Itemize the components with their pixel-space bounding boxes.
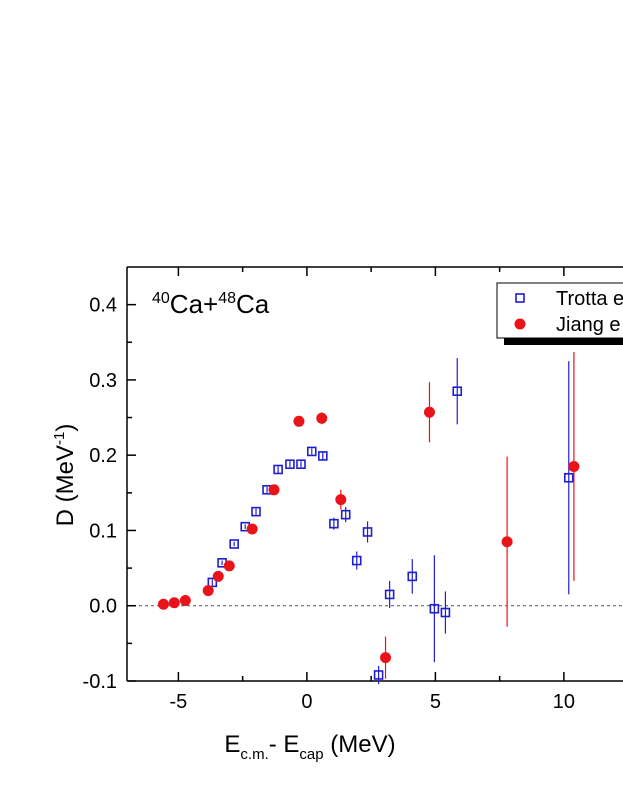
y-tick-label: 0.3 (89, 370, 117, 392)
x-label-part: cap (299, 746, 323, 763)
x-tick-label: 5 (430, 691, 441, 713)
data-point (362, 527, 373, 537)
annotation-part: 48 (218, 290, 236, 307)
data-point (340, 509, 351, 520)
x-label-part: E (224, 731, 240, 758)
data-point (384, 589, 395, 600)
y-axis-label: D (MeV-1) (51, 424, 79, 527)
y-label-part: D (MeV (52, 445, 79, 526)
annotation-part: Ca (236, 289, 270, 319)
y-tick-label: 0.1 (89, 520, 117, 542)
data-point (273, 464, 283, 475)
y-tick-label: 0.0 (89, 596, 117, 618)
data-point (168, 597, 180, 609)
data-point (296, 459, 306, 470)
x-tick-label: 0 (301, 691, 312, 713)
data-point (335, 494, 347, 506)
y-label-part: -1 (51, 432, 68, 445)
data-point (229, 539, 239, 549)
annotation: 40Ca+48Ca (152, 289, 270, 319)
data-point (306, 446, 317, 457)
y-tick-label: -0.1 (83, 671, 117, 693)
data-point (568, 460, 580, 472)
x-tick-label: -5 (170, 691, 188, 713)
data-point (318, 451, 328, 461)
data-point (212, 570, 224, 582)
x-label-part: c.m. (240, 746, 268, 763)
x-label-part: - E (269, 731, 300, 758)
data-point (563, 472, 574, 483)
legend-label: Trotta e (556, 288, 623, 310)
data-point (207, 577, 218, 588)
data-point (157, 598, 169, 610)
data-point (452, 386, 463, 397)
y-tick-label: 0.4 (89, 295, 117, 317)
legend-marker (514, 318, 526, 330)
data-point (329, 518, 339, 529)
data-point (351, 555, 362, 566)
y-tick-label: 0.2 (89, 445, 117, 467)
data-point (293, 415, 305, 427)
x-label-part: (MeV) (324, 731, 396, 758)
x-axis-label: Ec.m.- Ecap (MeV) (224, 731, 395, 763)
annotation-part: 40 (152, 290, 170, 307)
annotation-part: Ca+ (170, 289, 218, 319)
x-tick-label: 10 (553, 691, 575, 713)
legend-label: Jiang e (556, 314, 621, 336)
data-point (440, 607, 451, 618)
data-point (251, 506, 261, 517)
data-point (501, 536, 513, 548)
data-point (380, 652, 392, 664)
data-point (285, 459, 295, 470)
data-point (246, 523, 258, 535)
data-point (179, 594, 191, 606)
legend-marker (515, 293, 525, 303)
y-label-part: ) (52, 424, 79, 432)
data-point (373, 670, 384, 680)
data-point (316, 412, 328, 424)
data-point (429, 603, 440, 614)
data-point (407, 571, 418, 582)
data-point (202, 585, 214, 597)
data-point (423, 406, 435, 418)
data-point (223, 560, 235, 572)
data-point (268, 484, 280, 496)
